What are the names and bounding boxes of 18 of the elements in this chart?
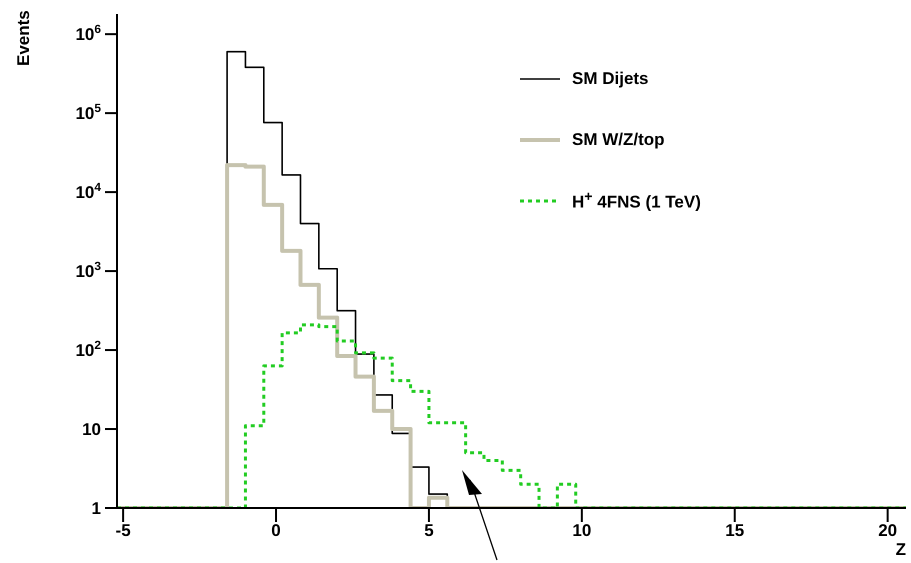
x-tick-label: 10: [572, 521, 592, 540]
y-tick-label: 10$^{4}$: [75, 180, 102, 202]
legend-label: SM W/Z/top: [572, 130, 665, 150]
x-tick-label: 15: [725, 521, 744, 540]
y-tick-label: 10$^{3}$: [75, 259, 102, 282]
x-tick-label: 0: [271, 521, 281, 540]
x-tick-label: 5: [424, 521, 434, 540]
y-tick-label: 10$^{5}$: [75, 101, 102, 124]
legend-label: H$^{+}$ 4FNS (1 TeV): [572, 188, 701, 212]
x-tick-label: 20: [878, 521, 898, 540]
y-axis-title: Events: [14, 10, 34, 66]
legend-label: SM Dijets: [572, 68, 649, 88]
y-tick-label: 1: [92, 499, 101, 518]
y-tick-label: 10$^{2}$: [75, 338, 102, 360]
y-tick-label: 10$^{6}$: [75, 22, 102, 44]
x-tick-label: -5: [116, 521, 131, 540]
y-tick-label: 10: [82, 420, 101, 440]
x-axis-title: Z: [896, 540, 906, 560]
